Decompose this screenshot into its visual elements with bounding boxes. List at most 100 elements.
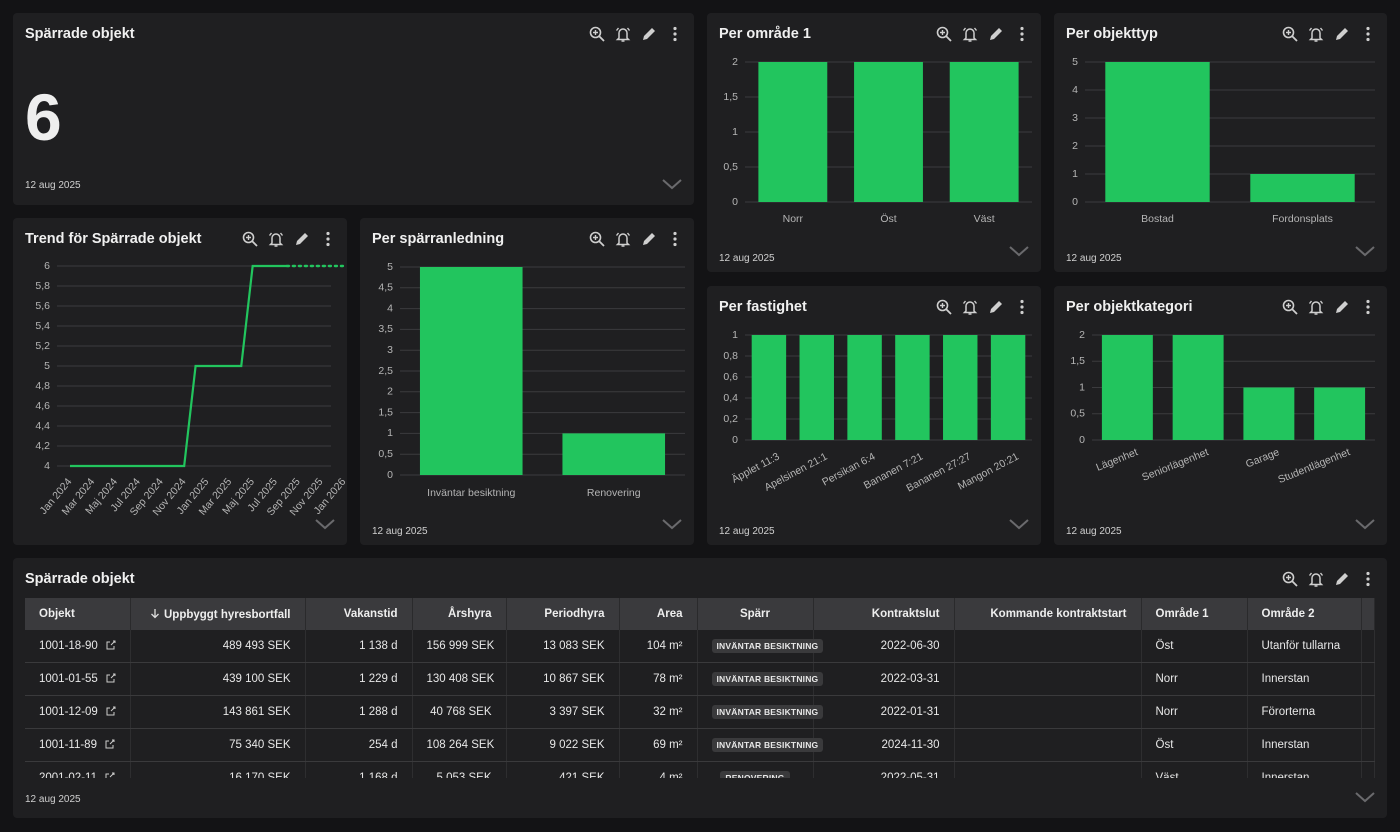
- chart-plot: 0 0,5 1 1,5 2 2,5 3 3,5 4 4,5 5 Inväntar besiktning…: [378, 261, 685, 499]
- table-row[interactable]: 1001-01-55 439 100 SEK 1 229 d 130 408 SEK 1…: [25, 662, 1375, 696]
- edit-icon[interactable]: [987, 298, 1005, 316]
- alert-icon[interactable]: [614, 25, 632, 43]
- card-actions: [588, 25, 684, 43]
- alert-icon[interactable]: [961, 298, 979, 316]
- expand-chevron[interactable]: [1353, 790, 1377, 804]
- column-header[interactable]: Objekt: [25, 598, 131, 630]
- column-header[interactable]: Periodhyra: [506, 598, 620, 630]
- column-header[interactable]: Område 2: [1247, 598, 1362, 630]
- expand-chevron[interactable]: [1007, 244, 1031, 258]
- y-tick-label: 2: [732, 56, 738, 68]
- y-tick-label: 4: [1072, 84, 1078, 96]
- cell-text: Förorterna: [1261, 706, 1316, 718]
- y-tick-label: 3: [1072, 112, 1078, 124]
- edit-icon[interactable]: [640, 230, 658, 248]
- menu-icon[interactable]: [1359, 570, 1377, 588]
- column-header[interactable]: Uppbyggt hyresbortfall: [130, 598, 306, 630]
- edit-icon[interactable]: [1333, 25, 1351, 43]
- column-header[interactable]: Område 1: [1141, 598, 1248, 630]
- card-date: 12 aug 2025: [1066, 253, 1122, 264]
- y-tick-label: 1: [1072, 168, 1078, 180]
- column-title: Objekt: [39, 608, 75, 620]
- open-link-icon[interactable]: [106, 706, 116, 716]
- expand-chevron[interactable]: [1007, 517, 1031, 531]
- card-actions: [935, 25, 1031, 43]
- zoom-icon[interactable]: [1281, 298, 1299, 316]
- open-link-icon[interactable]: [106, 673, 116, 683]
- table-row[interactable]: 1001-11-89 75 340 SEK 254 d 108 264 SEK 9 02…: [25, 728, 1375, 762]
- column-header[interactable]: Årshyra: [412, 598, 507, 630]
- cell-text: Innerstan: [1261, 673, 1310, 685]
- column-header[interactable]: Spärr: [697, 598, 814, 630]
- zoom-icon[interactable]: [935, 25, 953, 43]
- table-cell: Öst: [1141, 630, 1248, 663]
- table-cell: 2022-03-31: [813, 662, 955, 696]
- cell-spacer: [1361, 761, 1375, 778]
- table-cell: 9 022 SEK: [506, 728, 620, 762]
- cell-text: 1 229 d: [359, 673, 398, 685]
- edit-icon[interactable]: [640, 25, 658, 43]
- table-cell: 2022-05-31: [813, 761, 955, 778]
- column-header[interactable]: Vakanstid: [305, 598, 413, 630]
- table-row[interactable]: 2001-02-11 16 170 SEK 1 168 d 5 053 SEK 421 …: [25, 761, 1375, 778]
- menu-icon[interactable]: [1359, 25, 1377, 43]
- cell-text: 32 m²: [653, 706, 683, 718]
- edit-icon[interactable]: [1333, 298, 1351, 316]
- menu-icon[interactable]: [1013, 298, 1031, 316]
- cell-text: Innerstan: [1261, 772, 1310, 778]
- zoom-icon[interactable]: [588, 25, 606, 43]
- sort-icon[interactable]: [150, 608, 160, 619]
- zoom-icon[interactable]: [1281, 570, 1299, 588]
- menu-icon[interactable]: [1359, 298, 1377, 316]
- alert-icon[interactable]: [1307, 25, 1325, 43]
- menu-icon[interactable]: [1013, 25, 1031, 43]
- menu-icon[interactable]: [319, 230, 337, 248]
- alert-icon[interactable]: [614, 230, 632, 248]
- y-tick-label: 3: [387, 344, 393, 356]
- table-cell: Inväntar besiktning: [697, 695, 824, 729]
- column-header[interactable]: Area: [619, 598, 698, 630]
- y-tick-label: 0,5: [723, 161, 738, 173]
- zoom-icon[interactable]: [935, 298, 953, 316]
- cell-text: Norr: [1155, 706, 1178, 718]
- status-badge: Inväntar besiktning: [711, 738, 824, 752]
- cell-text: 143 861 SEK: [222, 706, 291, 718]
- column-header[interactable]: Kommande kontraktstart: [954, 598, 1142, 630]
- open-link-icon[interactable]: [105, 739, 115, 749]
- alert-icon[interactable]: [267, 230, 285, 248]
- expand-chevron[interactable]: [660, 517, 684, 531]
- table-row[interactable]: 1001-18-90 489 493 SEK 1 138 d 156 999 SEK 1…: [25, 630, 1375, 663]
- y-tick-label: 0,5: [378, 448, 393, 460]
- edit-icon[interactable]: [293, 230, 311, 248]
- header-row: Objekt Uppbyggt hyresbortfall Vakanstid Års…: [25, 598, 1375, 630]
- bar: [1172, 335, 1224, 440]
- expand-chevron[interactable]: [1353, 244, 1377, 258]
- alert-icon[interactable]: [961, 25, 979, 43]
- expand-chevron[interactable]: [1353, 517, 1377, 531]
- cell-text: 156 999 SEK: [426, 640, 495, 652]
- alert-icon[interactable]: [1307, 298, 1325, 316]
- cell-text: 108 264 SEK: [426, 739, 495, 751]
- card-date: 12 aug 2025: [372, 526, 428, 537]
- alert-icon[interactable]: [1307, 570, 1325, 588]
- table-cell: 489 493 SEK: [130, 630, 306, 663]
- open-link-icon[interactable]: [105, 772, 115, 778]
- table-row[interactable]: 1001-12-09 143 861 SEK 1 288 d 40 768 SEK 3 …: [25, 695, 1375, 729]
- x-tick-label: Seniorlägenhet: [1140, 446, 1210, 484]
- expand-chevron[interactable]: [660, 177, 684, 191]
- column-header[interactable]: Kontraktslut: [813, 598, 955, 630]
- zoom-icon[interactable]: [1281, 25, 1299, 43]
- y-tick-label: 2: [387, 386, 393, 398]
- edit-icon[interactable]: [987, 25, 1005, 43]
- bar: [1243, 387, 1295, 440]
- edit-icon[interactable]: [1333, 570, 1351, 588]
- status-badge: Renovering: [720, 771, 790, 778]
- open-link-icon[interactable]: [106, 640, 116, 650]
- menu-icon[interactable]: [666, 25, 684, 43]
- menu-icon[interactable]: [666, 230, 684, 248]
- zoom-icon[interactable]: [241, 230, 259, 248]
- card-actions: [241, 230, 337, 248]
- zoom-icon[interactable]: [588, 230, 606, 248]
- expand-chevron[interactable]: [313, 517, 337, 531]
- table-cell: 130 408 SEK: [412, 662, 507, 696]
